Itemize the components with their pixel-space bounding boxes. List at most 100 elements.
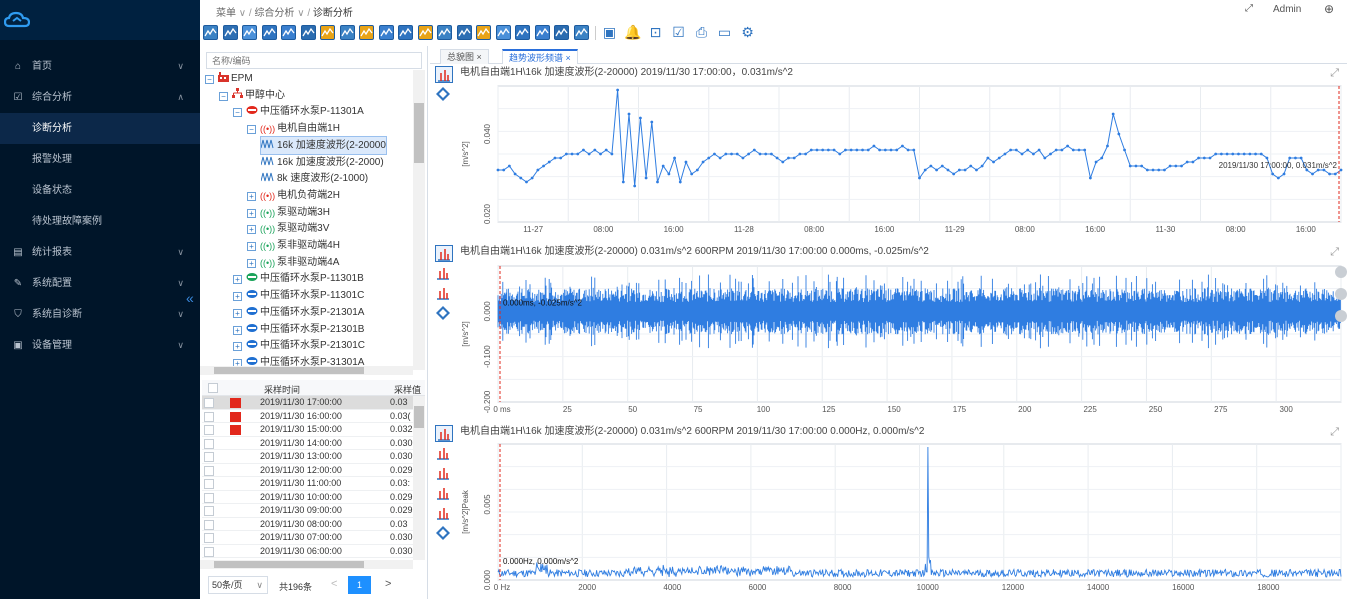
print-icon[interactable]: ⎙ <box>695 24 708 40</box>
trend-point[interactable] <box>1254 152 1257 156</box>
table-row[interactable]: 2019/11/30 17:00:00 0.03 <box>202 396 420 410</box>
trend-point[interactable] <box>1185 160 1189 164</box>
chart-tool-icon-1[interactable] <box>435 245 453 262</box>
chart-tool-icon-4[interactable] <box>435 305 453 322</box>
tree-scroll-thumb[interactable] <box>414 103 424 163</box>
trend-point[interactable] <box>957 168 961 172</box>
toolbar-chart-icon-13[interactable] <box>437 25 452 40</box>
row-checkbox[interactable] <box>204 519 214 530</box>
trend-point[interactable] <box>798 152 802 156</box>
tab-trend-wave-spectrum[interactable]: 趋势波形频谱 × <box>502 49 578 64</box>
expand-icon[interactable]: + <box>247 191 256 201</box>
trend-point[interactable] <box>832 148 836 152</box>
trend-point[interactable] <box>946 168 950 172</box>
trend-point[interactable] <box>1066 144 1069 148</box>
trend-point[interactable] <box>1197 156 1201 160</box>
trend-point[interactable] <box>1014 148 1018 152</box>
trend-point[interactable] <box>1180 164 1183 168</box>
sidebar-item-1[interactable]: ☑ 综合分析 ∧ <box>0 82 200 113</box>
trend-point[interactable] <box>1259 152 1263 156</box>
trend-point[interactable] <box>1094 160 1098 164</box>
toolbar-chart-icon-8[interactable] <box>339 25 355 40</box>
trend-point[interactable] <box>1043 156 1047 160</box>
trend-point[interactable] <box>724 152 728 156</box>
trend-point[interactable] <box>713 152 716 156</box>
tree-node[interactable]: + 中压循环水泵P-11301C <box>233 287 364 304</box>
breadcrumb-analysis[interactable]: 综合分析 <box>254 8 295 19</box>
trend-point[interactable] <box>684 160 688 164</box>
collapse-sidebar-button[interactable]: « <box>186 290 194 306</box>
trend-point[interactable] <box>872 144 876 148</box>
expand-icon[interactable]: + <box>247 208 256 218</box>
sidebar-item-4[interactable]: 设备状态 <box>0 175 200 206</box>
tree-node[interactable]: + ((•)) 泵非驱动端4H <box>247 237 340 254</box>
table-row[interactable]: 2019/11/30 10:00:00 0.029 <box>202 490 420 504</box>
tree-node[interactable]: − 中压循环水泵P-11301A <box>233 103 364 120</box>
trend-point[interactable] <box>735 152 739 156</box>
trend-point[interactable] <box>1071 148 1075 152</box>
table-scrollbar[interactable] <box>413 396 425 560</box>
trend-point[interactable] <box>507 164 511 168</box>
trend-point[interactable] <box>547 160 551 164</box>
trend-point[interactable] <box>969 164 973 168</box>
trend-point[interactable] <box>627 112 631 116</box>
collapse-icon[interactable]: − <box>233 108 242 118</box>
chart-1[interactable]: [m/s^2] 11-27 08:00 16:00 11-28 08:00 16:00 11-… <box>430 82 1347 242</box>
sidebar-item-3[interactable]: 报警处理 <box>0 144 200 175</box>
trend-point[interactable] <box>1157 168 1161 172</box>
monitor-icon[interactable]: ▭ <box>717 24 732 40</box>
toolbar-chart-icon-16[interactable] <box>495 25 511 40</box>
breadcrumb-menu[interactable]: 菜单 <box>216 8 236 19</box>
maximize-icon[interactable]: ⤢ <box>1330 67 1339 79</box>
toolbar-chart-icon-17[interactable] <box>515 25 530 40</box>
trend-point[interactable] <box>576 152 580 156</box>
table-row[interactable]: 2019/11/30 06:00:00 0.030 <box>202 544 420 558</box>
trend-point[interactable] <box>741 156 745 160</box>
image-icon[interactable]: ▣ <box>602 24 617 40</box>
toolbar-chart-icon-11[interactable] <box>398 25 413 40</box>
tree-node[interactable]: + ((•)) 泵非驱动端4A <box>247 254 339 271</box>
chart-tool-icon-1[interactable] <box>435 425 453 442</box>
trend-point[interactable] <box>1117 132 1121 136</box>
trend-point[interactable] <box>1032 152 1035 156</box>
expand-icon[interactable]: + <box>233 308 242 318</box>
chart-tool-icon-3[interactable] <box>435 285 453 302</box>
maximize-icon[interactable]: ⤢ <box>1330 426 1339 438</box>
trend-point[interactable] <box>1168 164 1172 168</box>
trend-point[interactable] <box>1083 148 1087 152</box>
col-sample-time[interactable]: 采样时间 <box>264 385 301 395</box>
trend-point[interactable] <box>1100 156 1104 160</box>
trend-point[interactable] <box>1225 152 1229 156</box>
trend-point[interactable] <box>570 152 574 156</box>
logo[interactable] <box>0 0 200 40</box>
trend-point[interactable] <box>1288 156 1292 160</box>
gear-icon[interactable]: ⚙ <box>741 24 754 40</box>
globe-icon[interactable]: ⊕ <box>1324 2 1335 16</box>
trend-point[interactable] <box>1231 152 1235 156</box>
table-row[interactable]: 2019/11/30 15:00:00 0.032 <box>202 423 420 437</box>
trend-point[interactable] <box>809 148 813 152</box>
trend-point[interactable] <box>621 180 625 184</box>
col-sample-value[interactable]: 采样值 <box>394 385 422 395</box>
chart-3[interactable]: [m/s^2]Peak 0 Hz 2000 4000 6000 8000 10000 1200… <box>430 441 1347 599</box>
select-all-checkbox[interactable] <box>208 383 218 393</box>
fullscreen-icon[interactable]: ⤢ <box>1245 3 1253 14</box>
toolbar-chart-icon-5[interactable] <box>281 25 296 40</box>
trend-point[interactable] <box>1191 160 1195 164</box>
chart-tool-icon-2[interactable] <box>435 445 453 462</box>
toolbar-chart-icon-1[interactable] <box>203 25 218 40</box>
expand-icon[interactable]: + <box>247 242 256 251</box>
trend-point[interactable] <box>542 164 545 168</box>
trend-point[interactable] <box>855 148 859 152</box>
chart-tool-icon-4[interactable] <box>435 485 453 502</box>
toolbar-chart-icon-15[interactable] <box>476 25 491 40</box>
expand-icon[interactable]: + <box>233 275 242 285</box>
trend-point[interactable] <box>861 148 864 152</box>
trend-point[interactable] <box>883 148 887 152</box>
trend-point[interactable] <box>1248 152 1252 156</box>
trend-point[interactable] <box>513 172 517 176</box>
expand-icon[interactable]: + <box>233 342 242 352</box>
prev-page-button[interactable]: < <box>331 578 338 590</box>
trend-point[interactable] <box>661 164 665 168</box>
tree-hscroll-thumb[interactable] <box>214 367 364 374</box>
